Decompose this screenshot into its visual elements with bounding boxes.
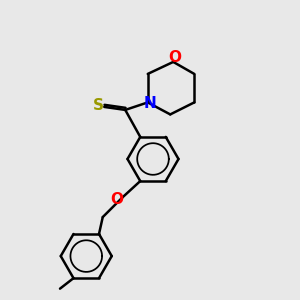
- Text: O: O: [110, 192, 123, 207]
- Text: O: O: [168, 50, 181, 65]
- Text: N: N: [144, 96, 157, 111]
- Text: S: S: [93, 98, 104, 113]
